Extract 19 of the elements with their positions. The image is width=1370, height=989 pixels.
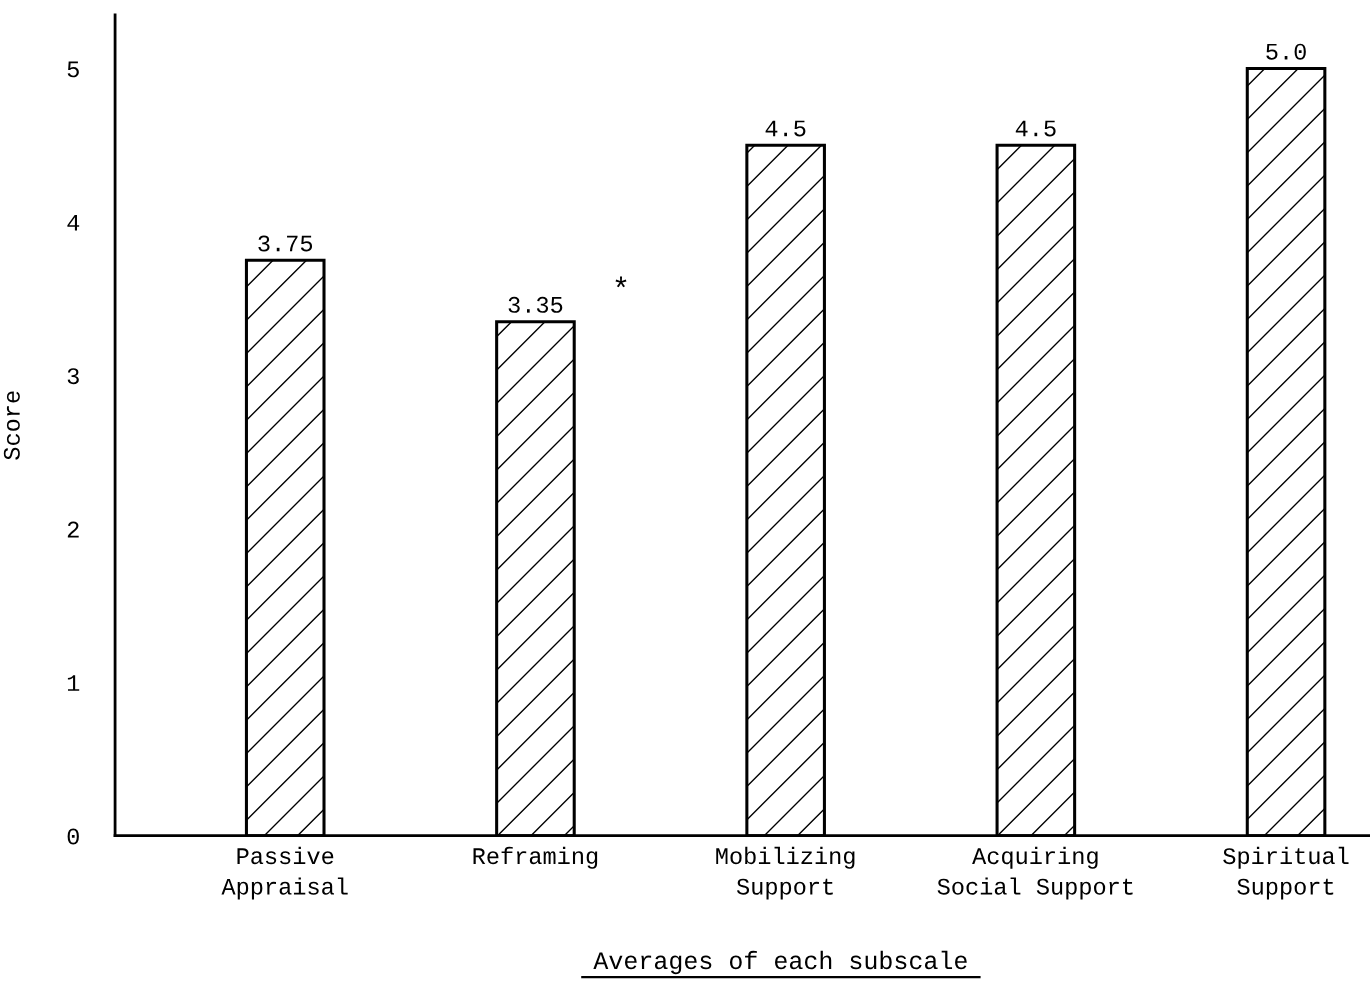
y-tick-label: 4	[67, 214, 80, 231]
data-label: 4.5	[1015, 120, 1056, 137]
data-label: 3.75	[258, 235, 313, 252]
y-tick-label: 1	[67, 675, 80, 691]
data-label: 4.5	[765, 120, 806, 137]
y-tick-label: 0	[67, 828, 79, 845]
y-axis-title: Score	[3, 391, 20, 460]
y-tick-label: 2	[67, 521, 79, 538]
y-tick-label: 5	[67, 61, 79, 78]
x-tick-label: Passive Appraisal	[221, 846, 348, 900]
annotation: *	[615, 276, 627, 288]
data-label: 3.35	[508, 296, 563, 313]
y-tick-label: 3	[67, 368, 79, 385]
x-tick-label: Mobilizing Support	[716, 846, 855, 900]
x-tick-label: Spiritual Support	[1223, 846, 1349, 900]
x-tick-label: Acquiring Social Support	[937, 846, 1133, 900]
x-tick-label: Reframing	[473, 846, 598, 869]
data-label: 5.0	[1266, 43, 1306, 60]
x-axis-title: Averages of each subscale	[593, 950, 967, 975]
